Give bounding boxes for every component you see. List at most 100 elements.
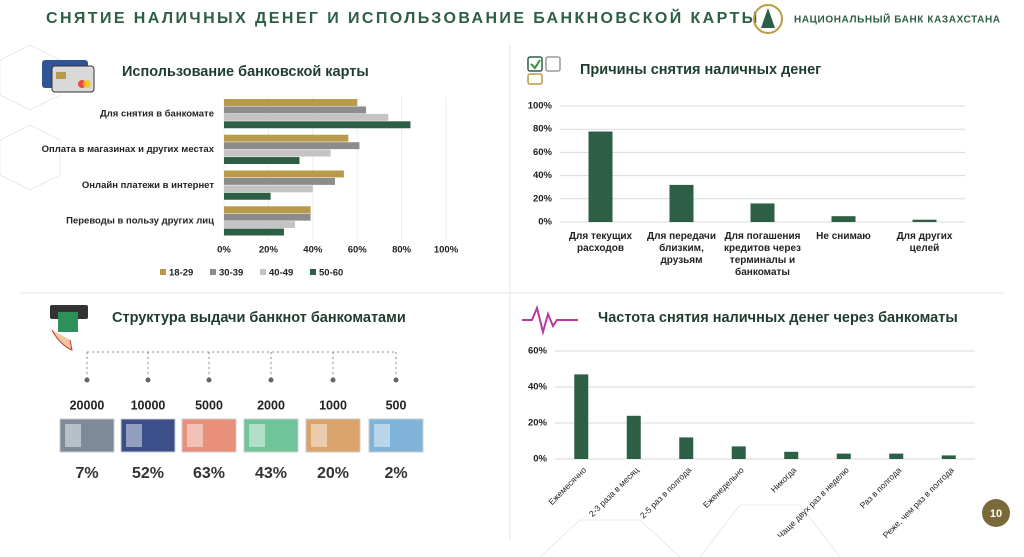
banknote xyxy=(120,418,176,453)
y-tick-label: 40% xyxy=(533,170,553,181)
decoration xyxy=(0,44,841,557)
x-tick-label: 100% xyxy=(434,245,459,256)
denomination: 20000 xyxy=(70,398,105,412)
y-tick-label: 60% xyxy=(528,346,548,357)
bar xyxy=(836,453,851,459)
x-tick-label: 2-5 раз в полгода xyxy=(638,465,694,521)
x-tick-label: Для погашения кредитов через терминалы и… xyxy=(724,231,801,278)
bar xyxy=(669,184,694,222)
share: 20% xyxy=(317,465,349,482)
share: 2% xyxy=(384,465,407,482)
bar xyxy=(889,453,904,459)
denomination: 500 xyxy=(386,398,407,412)
banknote xyxy=(305,418,361,453)
share: 52% xyxy=(132,465,164,482)
card-icon xyxy=(42,60,95,93)
y-tick-label: 40% xyxy=(528,382,548,393)
banknote-detail xyxy=(249,424,265,447)
organization: НАЦИОНАЛЬНЫЙ БАНК КАЗАХСТАНА xyxy=(794,13,1001,26)
bar xyxy=(750,203,775,222)
connector-dot xyxy=(330,377,336,383)
bar xyxy=(224,177,335,185)
legend-label: 18-29 xyxy=(169,268,193,279)
hexagon xyxy=(0,124,61,191)
x-tick-label: 0% xyxy=(217,245,231,256)
x-tick-label: Для передачи близким, друзьям xyxy=(647,231,716,266)
bar xyxy=(224,157,300,164)
x-tick-label: 2-3 раза в месяц xyxy=(587,465,641,519)
pulse-icon xyxy=(522,304,578,336)
banknote-detail xyxy=(65,424,81,447)
y-tick-label: 0% xyxy=(538,217,552,228)
x-tick-label: Для текущих расходов xyxy=(568,231,633,254)
y-tick-label: 20% xyxy=(533,193,553,204)
bar xyxy=(588,131,613,222)
bar xyxy=(941,455,956,459)
chart-title: Причины снятия наличных денег xyxy=(580,62,821,78)
connector-dot xyxy=(268,377,274,383)
y-tick-label: 0% xyxy=(533,454,547,465)
bar xyxy=(224,149,331,157)
banknote xyxy=(59,418,115,453)
connector-dot xyxy=(145,377,151,383)
bar xyxy=(912,219,937,222)
x-tick-label: 20% xyxy=(259,245,279,256)
banknote-detail xyxy=(311,424,327,447)
share: 7% xyxy=(75,465,98,482)
y-tick-label: 20% xyxy=(528,418,548,429)
bar xyxy=(224,142,360,150)
denomination: 10000 xyxy=(131,398,166,412)
bar xyxy=(224,121,411,129)
bar xyxy=(731,446,746,459)
legend-swatch xyxy=(210,269,216,275)
x-tick-label: 60% xyxy=(348,245,368,256)
denomination: 2000 xyxy=(257,398,285,412)
bar xyxy=(224,221,296,229)
bar xyxy=(224,134,349,142)
legend-label: 30-39 xyxy=(219,268,243,279)
y-tick-label: 80% xyxy=(533,124,553,135)
banknote xyxy=(368,418,424,453)
hexagon xyxy=(0,44,61,111)
denomination: 5000 xyxy=(195,398,223,412)
x-tick-label: 40% xyxy=(303,245,323,256)
atm-icon xyxy=(50,305,88,351)
x-tick-label: Ежемесячно xyxy=(546,465,588,507)
connector-dot xyxy=(206,377,212,383)
bar xyxy=(224,113,389,121)
x-tick-label: Раз в полгода xyxy=(858,465,904,511)
denomination: 1000 xyxy=(319,398,347,412)
bar xyxy=(224,192,271,200)
bar xyxy=(224,228,284,236)
legend-swatch xyxy=(310,269,316,275)
legend-label: 50-60 xyxy=(319,268,343,279)
bar xyxy=(831,216,856,222)
section-title: Структура выдачи банкнот банкоматами xyxy=(112,310,406,326)
x-tick-label: Никогда xyxy=(769,465,799,495)
y-tick-label: 60% xyxy=(533,147,553,158)
banknote-detail xyxy=(374,424,390,447)
slide-title: СНЯТИЕ НАЛИЧНЫХ ДЕНЕГ И ИСПОЛЬЗОВАНИЕ БА… xyxy=(46,8,760,27)
banknote-detail xyxy=(187,424,203,447)
bar xyxy=(224,99,358,106)
bar xyxy=(224,170,344,178)
logo xyxy=(753,4,783,34)
checklist-icon xyxy=(527,56,561,85)
bar xyxy=(224,206,311,214)
legend-swatch xyxy=(160,269,166,275)
chart-title: Частота снятия наличных денег через банк… xyxy=(598,310,958,326)
bar xyxy=(626,415,641,459)
bar xyxy=(224,106,367,114)
bar xyxy=(679,437,694,459)
banknote-detail xyxy=(126,424,142,447)
share: 63% xyxy=(193,465,225,482)
chart-title: Использование банковской карты xyxy=(122,64,369,80)
bar xyxy=(224,213,311,221)
x-tick-label: 80% xyxy=(392,245,412,256)
y-tick-label: Оплата в магазинах и других местах xyxy=(42,144,215,155)
bar xyxy=(784,451,799,459)
x-tick-label: Не снимаю xyxy=(816,231,871,242)
bar xyxy=(574,374,589,459)
connector-dot xyxy=(84,377,90,383)
